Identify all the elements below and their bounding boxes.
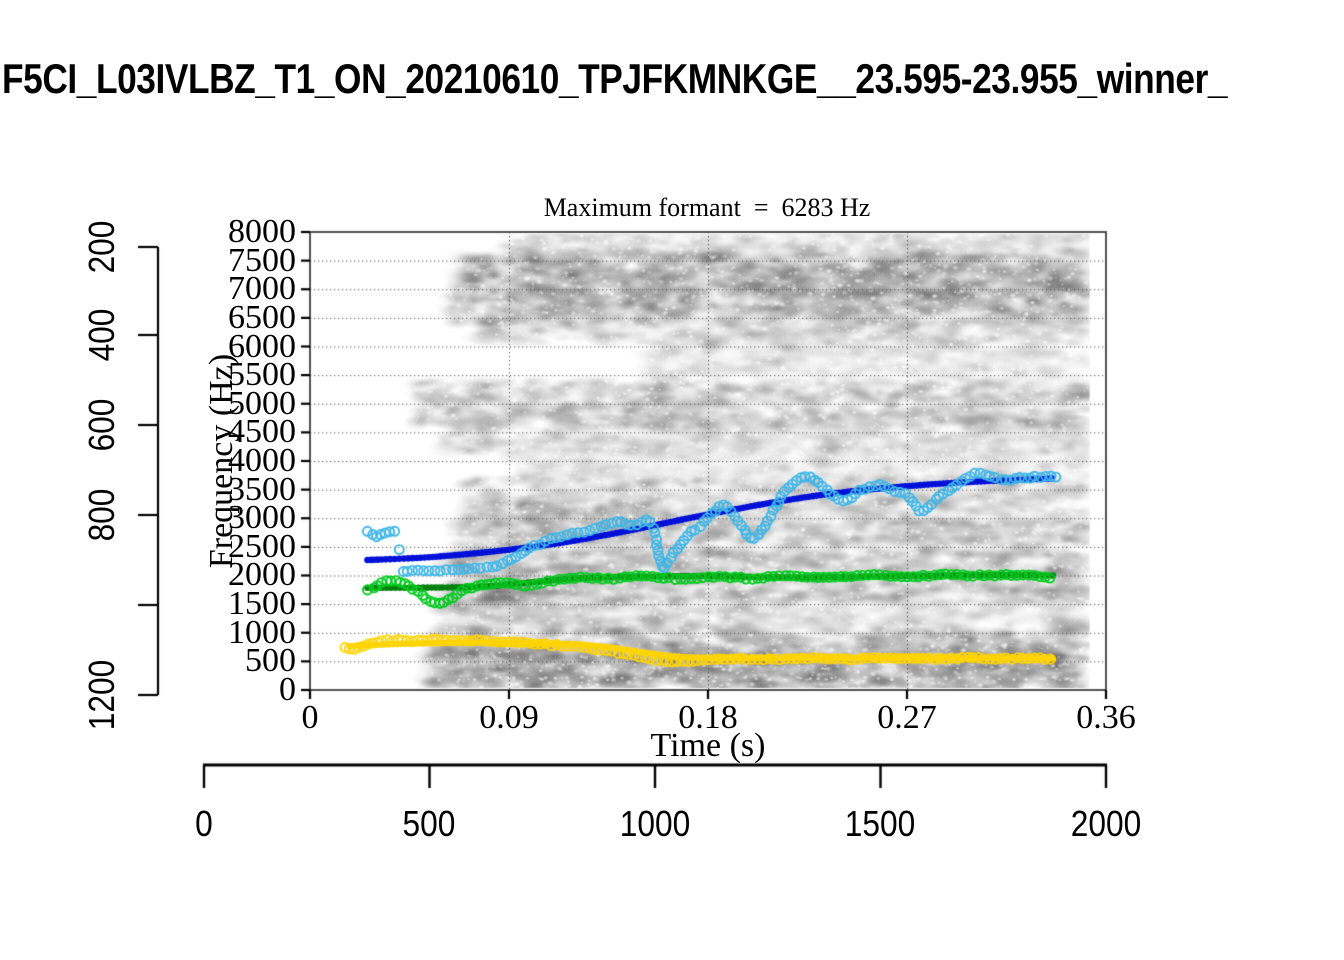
freq-tick-label: 3000 bbox=[228, 499, 296, 536]
freq-tick-label: 5000 bbox=[228, 385, 296, 422]
outer-bottom-tick-label: 2000 bbox=[1070, 803, 1142, 844]
outer-left-tick-label: 800 bbox=[81, 488, 122, 542]
freq-tick-label: 8000 bbox=[228, 213, 296, 250]
time-tick-label: 0.09 bbox=[479, 699, 539, 736]
time-tick-label: 0 bbox=[301, 699, 319, 736]
freq-tick-label: 5500 bbox=[228, 356, 296, 393]
time-tick-label: 0.36 bbox=[1076, 699, 1136, 736]
outer-bottom-tick-label: 0 bbox=[195, 803, 213, 844]
time-tick-label: 0.27 bbox=[877, 699, 937, 736]
outer-bottom-tick-label: 500 bbox=[402, 803, 456, 844]
freq-tick-label: 4000 bbox=[228, 442, 296, 479]
freq-tick-label: 500 bbox=[245, 642, 296, 679]
freq-tick-label: 7000 bbox=[228, 270, 296, 307]
freq-tick-label: 7500 bbox=[228, 242, 296, 279]
freq-tick-label: 1500 bbox=[228, 585, 296, 622]
outer-left-tick-label: 600 bbox=[81, 398, 122, 452]
time-tick-label: 0.18 bbox=[678, 699, 738, 736]
outer-left-tick-label: 400 bbox=[81, 308, 122, 362]
freq-tick-label: 1000 bbox=[228, 614, 296, 651]
y-axis-title: Frequency (Hz) bbox=[203, 353, 240, 569]
outer-bottom-tick-label: 1500 bbox=[844, 803, 916, 844]
freq-tick-label: 6000 bbox=[228, 328, 296, 365]
freq-tick-label: 0 bbox=[279, 671, 296, 708]
file-title: F5CI_L03IVLBZ_T1_ON_20210610_TPJFKMNKGE_… bbox=[2, 55, 1228, 102]
max-formant-annotation: Maximum formant = 6283 Hz bbox=[543, 193, 871, 222]
x-axis-title: Time (s) bbox=[650, 727, 766, 764]
outer-bottom-tick-label: 1000 bbox=[619, 803, 691, 844]
outer-left-tick-label: 200 bbox=[81, 220, 122, 274]
freq-tick-label: 3500 bbox=[228, 471, 296, 508]
freq-tick-label: 2500 bbox=[228, 528, 296, 565]
freq-tick-label: 6500 bbox=[228, 299, 296, 336]
outer-left-tick-label: 1200 bbox=[81, 659, 122, 731]
freq-tick-label: 4500 bbox=[228, 413, 296, 450]
freq-tick-label: 2000 bbox=[228, 556, 296, 593]
